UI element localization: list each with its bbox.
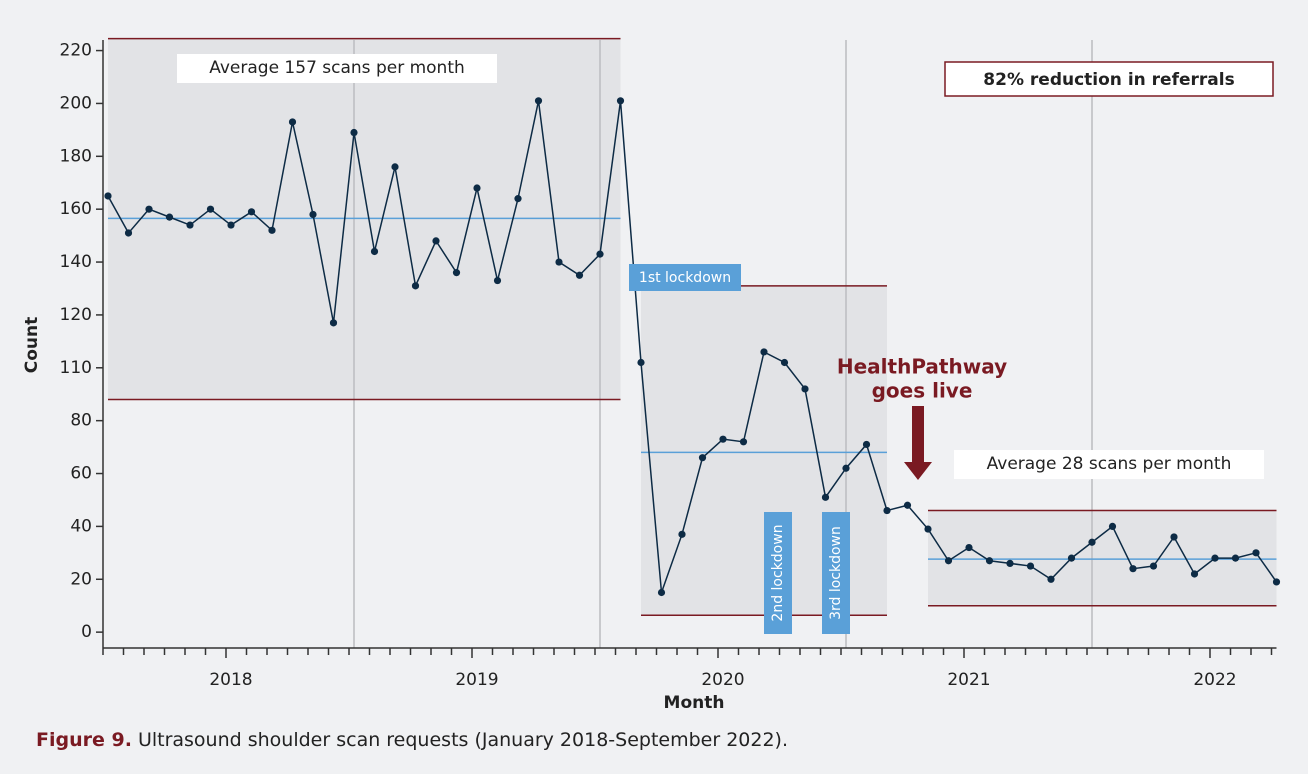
lockdown-label: 1st lockdown bbox=[639, 270, 731, 286]
data-point bbox=[678, 530, 686, 538]
y-tick-label: 0 bbox=[81, 622, 92, 642]
data-point bbox=[165, 213, 174, 221]
data-point bbox=[1088, 538, 1096, 546]
data-point bbox=[903, 501, 912, 509]
data-point bbox=[514, 195, 522, 203]
data-point bbox=[227, 221, 235, 229]
data-point bbox=[1047, 575, 1055, 583]
lockdown-label: 2nd lockdown bbox=[770, 524, 786, 621]
data-point bbox=[104, 192, 112, 200]
y-tick-label: 140 bbox=[60, 252, 92, 272]
data-point bbox=[575, 271, 584, 279]
phase-label: Average 157 scans per month bbox=[209, 58, 465, 78]
data-point bbox=[965, 543, 973, 552]
y-tick-label: 60 bbox=[70, 464, 92, 484]
data-point bbox=[1211, 554, 1219, 562]
y-tick-label: 160 bbox=[60, 199, 92, 219]
lockdown-box bbox=[822, 512, 850, 634]
data-point bbox=[124, 229, 133, 237]
data-point bbox=[1252, 549, 1260, 557]
phase-label: Average 28 scans per month bbox=[987, 454, 1232, 474]
label-box bbox=[954, 450, 1264, 479]
live-label: goes live bbox=[872, 379, 973, 403]
x-tick-label: 2020 bbox=[701, 670, 744, 690]
data-point bbox=[145, 205, 153, 213]
data-point bbox=[350, 128, 358, 137]
data-point bbox=[985, 557, 994, 565]
data-point bbox=[370, 247, 379, 256]
data-point bbox=[924, 525, 932, 533]
data-point bbox=[883, 506, 891, 515]
data-point bbox=[247, 208, 256, 216]
data-point bbox=[186, 221, 194, 229]
x-tick-label: 2018 bbox=[209, 670, 252, 690]
data-point bbox=[821, 493, 830, 501]
data-point bbox=[432, 237, 440, 245]
y-tick-label: 110 bbox=[60, 358, 92, 378]
data-point bbox=[493, 276, 502, 285]
data-point bbox=[268, 226, 276, 234]
x-tick-label: 2022 bbox=[1193, 670, 1236, 690]
data-point bbox=[1272, 578, 1281, 586]
data-point bbox=[329, 319, 338, 327]
y-tick-label: 120 bbox=[60, 305, 92, 325]
x-axis-label: Month bbox=[664, 693, 725, 713]
live-arrow bbox=[904, 406, 932, 480]
x-tick-label: 2021 bbox=[947, 670, 990, 690]
data-point bbox=[739, 438, 748, 446]
data-point bbox=[1108, 522, 1117, 531]
y-tick-label: 180 bbox=[60, 146, 92, 166]
data-point bbox=[698, 454, 707, 462]
label-box bbox=[177, 54, 497, 83]
x-tick-label: 2019 bbox=[455, 670, 498, 690]
data-point bbox=[780, 358, 789, 367]
data-point bbox=[391, 163, 399, 171]
data-point bbox=[1067, 554, 1076, 562]
lockdown-box bbox=[629, 264, 741, 291]
data-point bbox=[206, 205, 215, 213]
data-point bbox=[719, 435, 727, 443]
data-point bbox=[1026, 562, 1035, 570]
caption: Figure 9. Ultrasound shoulder scan reques… bbox=[36, 729, 788, 751]
data-point bbox=[944, 557, 953, 565]
data-point bbox=[288, 118, 297, 126]
data-point bbox=[1190, 570, 1199, 578]
caption-prefix: Figure 9. bbox=[36, 729, 132, 751]
data-point bbox=[657, 588, 666, 597]
data-point bbox=[1170, 533, 1178, 541]
data-point bbox=[1231, 554, 1240, 562]
y-tick-label: 220 bbox=[60, 41, 92, 61]
data-point bbox=[596, 250, 604, 258]
reduction-box bbox=[944, 61, 1274, 97]
caption-text: Ultrasound shoulder scan requests (Janua… bbox=[138, 729, 788, 751]
data-point bbox=[473, 184, 481, 192]
data-point bbox=[452, 269, 461, 277]
lockdown-box bbox=[764, 512, 792, 634]
data-point bbox=[616, 97, 625, 105]
data-point bbox=[1006, 559, 1014, 568]
y-tick-label: 20 bbox=[70, 569, 92, 589]
y-axis-label: Count bbox=[22, 317, 42, 374]
data-point bbox=[1149, 562, 1158, 570]
data-point bbox=[862, 440, 871, 449]
data-line bbox=[107, 100, 1278, 593]
data-point bbox=[555, 258, 563, 266]
data-point bbox=[842, 464, 850, 472]
data-point bbox=[760, 348, 768, 356]
data-point bbox=[801, 385, 809, 393]
data-point bbox=[411, 282, 420, 290]
data-point bbox=[1129, 565, 1137, 573]
live-label: HealthPathway bbox=[837, 355, 1007, 379]
y-tick-label: 40 bbox=[70, 516, 92, 536]
reduction-label: 82% reduction in referrals bbox=[983, 70, 1234, 90]
data-point bbox=[534, 97, 543, 105]
lockdown-label: 3rd lockdown bbox=[828, 526, 844, 620]
data-point bbox=[637, 358, 645, 367]
y-tick-label: 80 bbox=[70, 411, 92, 431]
y-tick-label: 200 bbox=[60, 93, 92, 113]
data-point bbox=[309, 210, 317, 219]
